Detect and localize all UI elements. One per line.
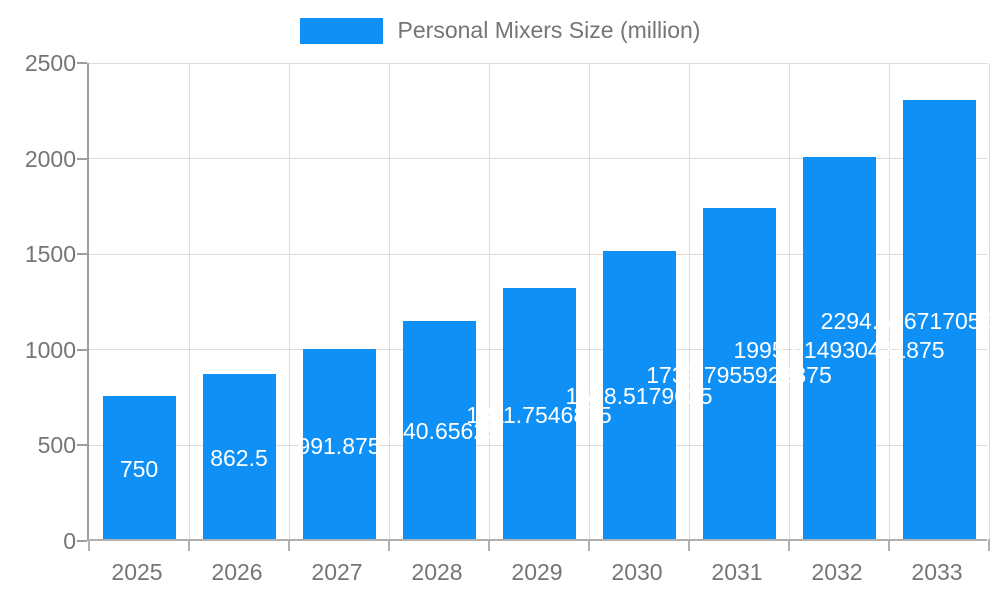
bar-2029[interactable] [502, 288, 576, 539]
y-axis-label-500: 500 [37, 432, 76, 459]
x-axis-label-2028: 2028 [411, 559, 463, 585]
bar-2032[interactable] [802, 157, 876, 539]
x-axis-label-2027: 2027 [311, 559, 363, 585]
bar-value-label-2033: 2294.66671705078125 [820, 308, 1000, 335]
bar-2033[interactable] [902, 100, 976, 539]
bar-value-label-2032: 1995.914930421875 [733, 336, 945, 363]
plot-area: 750 862.5 991.875 1140.65625 1311.7546875 150… [77, 62, 1000, 551]
x-tick-8 [888, 539, 890, 551]
y-tick-2000 [77, 157, 87, 160]
bar-2027[interactable] [302, 349, 376, 539]
x-tick-9 [988, 539, 990, 551]
y-axis-label-1500: 1500 [24, 241, 76, 268]
x-tick-3 [388, 539, 390, 551]
y-tick-0 [77, 540, 87, 542]
bar-value-label-2028: 1140.65625 [379, 418, 499, 445]
x-axis-label-2031: 2031 [711, 559, 763, 585]
x-axis-label-2033: 2033 [911, 559, 963, 585]
bar-value-label-2031: 1733.7955923875 [646, 361, 832, 388]
bar-2025[interactable] [102, 395, 176, 539]
x-tick-4 [488, 539, 490, 551]
bar-value-label-2029: 1311.7546875 [466, 402, 612, 429]
y-tick-2500 [77, 62, 87, 64]
x-axis-label-2030: 2030 [611, 559, 663, 585]
y-tick-1500 [77, 253, 87, 256]
bar-value-label-2025: 750 [119, 455, 159, 482]
y-axis-label-1000: 1000 [24, 336, 76, 363]
x-axis-label-2025: 2025 [111, 559, 163, 585]
y-axis-label-2500: 2500 [24, 50, 76, 76]
bar-value-label-2027: 991.875 [297, 432, 381, 459]
x-axis-label-2032: 2032 [811, 559, 863, 585]
bar-value-label-2026: 862.5 [210, 445, 268, 472]
v-gridline-9 [988, 63, 990, 539]
y-axis-label-2000: 2000 [24, 145, 76, 172]
h-gridline-2000 [89, 158, 987, 160]
x-tick-6 [688, 539, 690, 551]
x-tick-2 [288, 539, 290, 551]
bar-2028[interactable] [402, 320, 476, 539]
bar-value-label-2030: 1508.5179625 [565, 383, 713, 410]
x-tick-1 [188, 539, 190, 551]
y-axis-label-0: 0 [63, 528, 76, 554]
h-gridline-1500 [89, 253, 987, 255]
v-gridline-1 [188, 63, 190, 539]
legend-swatch [299, 17, 383, 44]
v-gridline-8 [888, 63, 890, 539]
y-tick-500 [77, 444, 87, 447]
v-gridline-2 [288, 63, 290, 539]
bar-2031[interactable] [702, 207, 776, 539]
v-gridline-7 [788, 63, 790, 539]
y-tick-1000 [77, 348, 87, 351]
v-gridline-5 [588, 63, 590, 539]
v-gridline-4 [488, 63, 490, 539]
v-gridline-3 [388, 63, 390, 539]
x-tick-5 [588, 539, 590, 551]
h-gridline-2500 [89, 63, 987, 64]
legend-label: Personal Mixers Size (million) [397, 17, 701, 43]
chart-legend[interactable]: Personal Mixers Size (million) [0, 17, 1000, 44]
v-gridline-6 [688, 63, 690, 539]
bar-2026[interactable] [202, 374, 276, 539]
x-tick-0 [88, 539, 90, 551]
x-axis-label-2026: 2026 [211, 559, 263, 585]
bar-2030[interactable] [602, 250, 676, 539]
x-axis-label-2029: 2029 [511, 559, 563, 585]
x-tick-7 [788, 539, 790, 551]
